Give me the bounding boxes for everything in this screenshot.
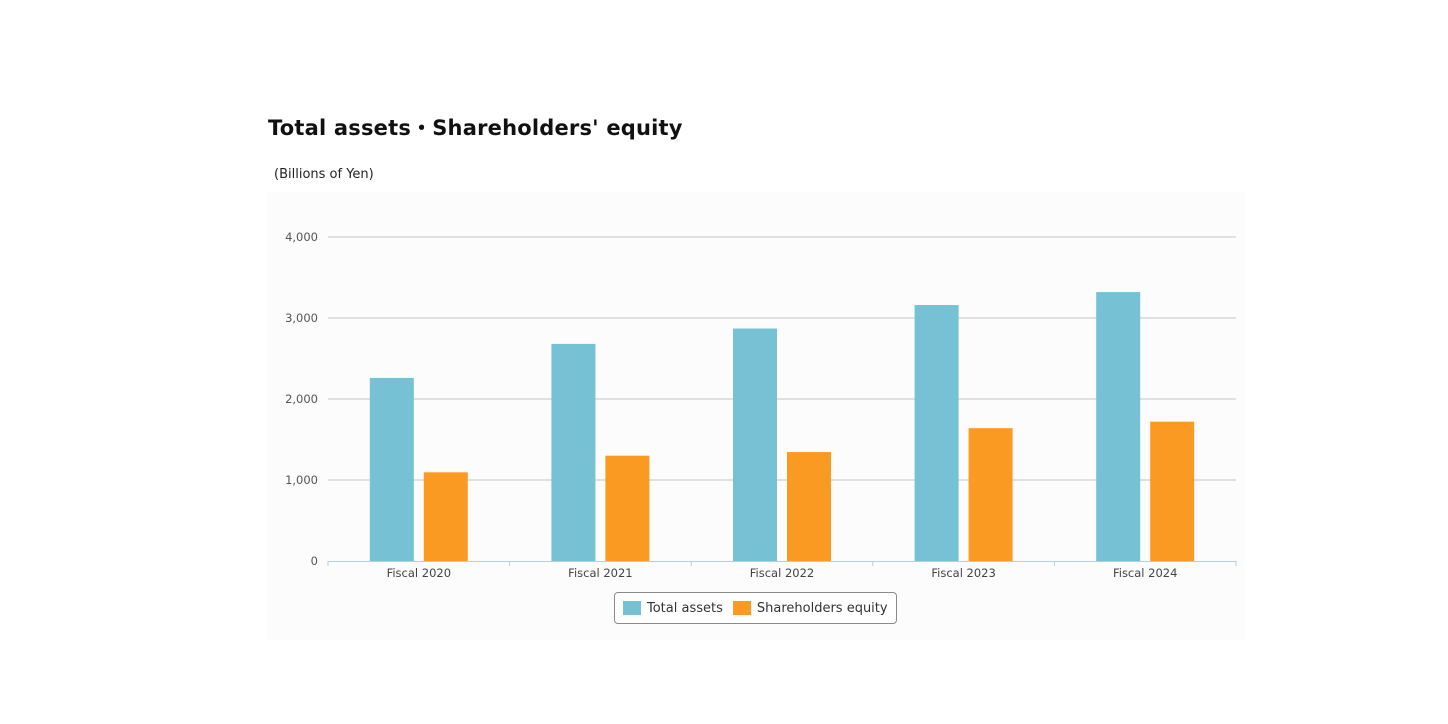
bar-total-assets: [914, 305, 959, 561]
bar-total-assets: [551, 343, 596, 561]
legend-label-total-assets: Total assets: [647, 600, 723, 616]
x-tick-label: Fiscal 2024: [1113, 566, 1177, 580]
chart-panel: 0 1,000 2,000 3,000 4,000 Fiscal 2020 Fiscal 2…: [266, 192, 1246, 640]
bar-shareholders-equity: [1150, 421, 1195, 561]
legend-item-shareholders-equity[interactable]: Shareholders equity: [732, 600, 888, 616]
unit-label: (Billions of Yen): [274, 167, 374, 182]
y-tick-label: 1,000: [285, 473, 318, 487]
bar-total-assets: [733, 328, 777, 561]
legend-item-total-assets[interactable]: Total assets: [623, 601, 723, 616]
legend-label-shareholders-equity: Shareholders equity: [756, 600, 888, 616]
bar-total-assets: [1096, 292, 1141, 561]
y-tick-label: 4,000: [285, 230, 318, 244]
y-tick-label: 0: [311, 554, 318, 568]
x-tick-label: Fiscal 2021: [568, 566, 632, 580]
chart-legend: Total assets Shareholders equity: [614, 592, 897, 624]
bar-shareholders-equity: [423, 472, 468, 561]
x-tick-label: Fiscal 2023: [931, 566, 995, 580]
bar-total-assets: [369, 377, 414, 561]
x-tick-label: Fiscal 2020: [387, 566, 451, 580]
y-tick-label: 2,000: [285, 392, 318, 406]
bar-shareholders-equity: [605, 455, 650, 561]
y-tick-label: 3,000: [285, 311, 318, 325]
legend-swatch-total-assets: [623, 601, 641, 615]
page-title: Total assets・Shareholders' equity: [268, 116, 683, 140]
bar-shareholders-equity: [787, 452, 831, 561]
bar-shareholders-equity: [968, 428, 1013, 561]
x-tick-label: Fiscal 2022: [750, 566, 814, 580]
legend-swatch-shareholders-equity: [732, 601, 751, 615]
bar-chart: 0 1,000 2,000 3,000 4,000 Fiscal 2020 Fiscal 2…: [285, 230, 1237, 580]
